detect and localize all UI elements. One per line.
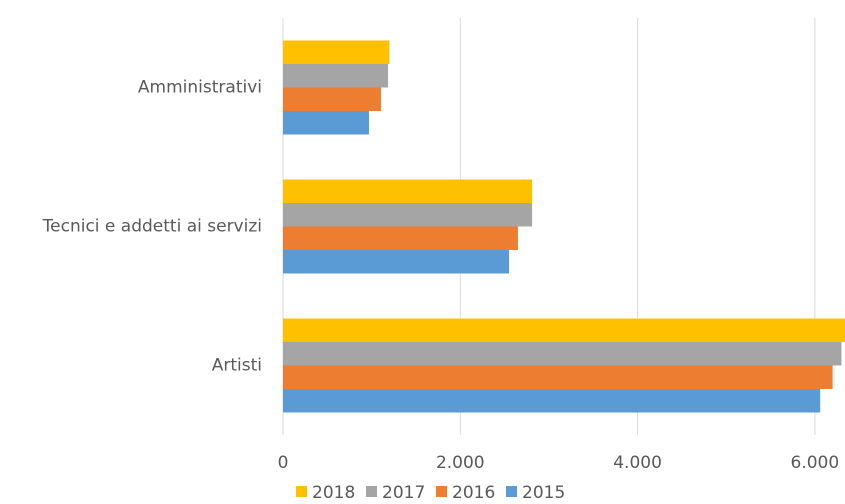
- bar: [283, 318, 845, 342]
- legend-swatch: [296, 486, 307, 497]
- y-tick-label: Tecnici e addetti ai servizi: [42, 217, 262, 237]
- legend-label: 2016: [452, 483, 495, 503]
- bar: [283, 40, 390, 64]
- bar: [283, 203, 533, 227]
- bar: [283, 179, 533, 203]
- bar: [283, 64, 389, 88]
- bar: [283, 342, 842, 366]
- bar: [283, 250, 510, 274]
- bar: [283, 365, 833, 389]
- legend-label: 2018: [312, 483, 355, 503]
- y-tick-label: Artisti: [212, 356, 262, 376]
- legend-swatch: [366, 486, 377, 497]
- bar: [283, 87, 381, 111]
- bar: [283, 389, 821, 413]
- x-tick-label: 6.000: [791, 453, 840, 473]
- x-tick-label: 4.000: [613, 453, 662, 473]
- bar: [283, 226, 518, 250]
- legend-label: 2015: [522, 483, 565, 503]
- x-tick-label: 2.000: [436, 453, 485, 473]
- legend-swatch: [436, 486, 447, 497]
- legend-swatch: [506, 486, 517, 497]
- legend-label: 2017: [382, 483, 425, 503]
- bar: [283, 111, 369, 135]
- y-tick-label: Amministrativi: [138, 78, 262, 98]
- x-tick-label: 0: [278, 453, 289, 473]
